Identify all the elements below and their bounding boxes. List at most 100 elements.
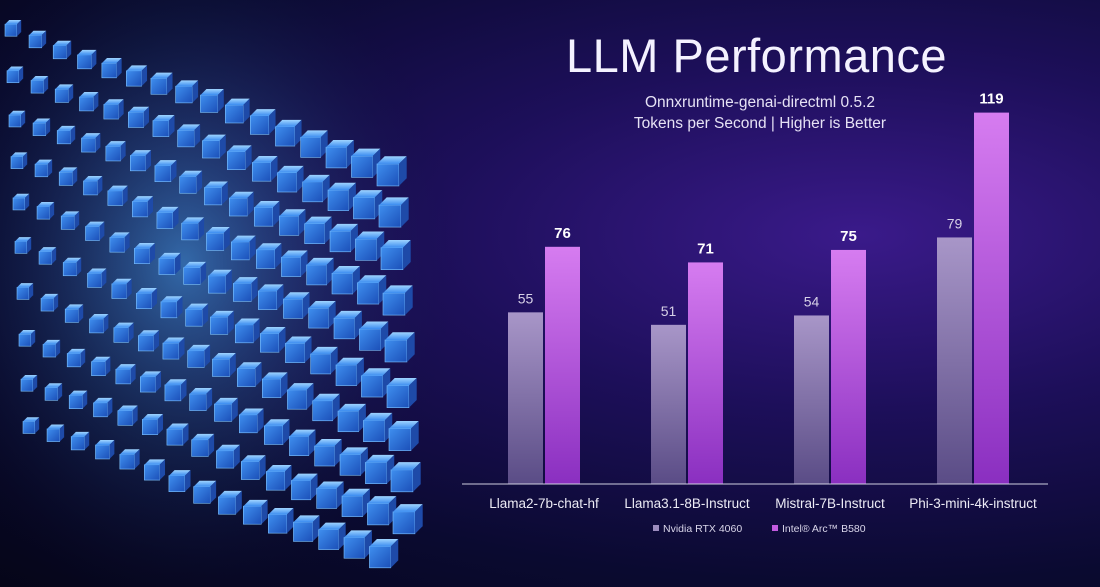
cube-top xyxy=(312,393,340,401)
cube-top xyxy=(113,322,134,328)
cube-side xyxy=(66,40,72,59)
cube-top xyxy=(138,330,160,336)
cube-top xyxy=(262,372,288,379)
legend-label-0: Nvidia RTX 4060 xyxy=(663,523,742,535)
cube-top xyxy=(69,390,88,396)
cube-side xyxy=(134,449,140,470)
cube-side xyxy=(93,92,99,111)
x-tick-label-0: Llama2-7b-chat-hf xyxy=(489,496,599,511)
cube-side xyxy=(312,515,320,542)
subtitle-line-1: Onnxruntime-genai-directml 0.5.2 xyxy=(644,94,876,111)
cube-side xyxy=(172,206,179,229)
cube-side xyxy=(223,226,230,251)
cube-top xyxy=(391,462,421,470)
cube-top xyxy=(206,226,230,234)
data-label-rtx-1: 51 xyxy=(661,303,677,319)
bar-rtx-0 xyxy=(508,312,543,484)
cube-top xyxy=(156,206,179,213)
cube-top xyxy=(31,75,49,81)
cube-top xyxy=(87,268,107,274)
cube-side xyxy=(68,84,74,103)
cube-side xyxy=(281,372,288,398)
cube-top xyxy=(45,383,63,388)
data-label-arc-1: 71 xyxy=(697,240,714,257)
cube-top xyxy=(357,275,387,283)
cube-top xyxy=(340,447,368,455)
bar-arc-0 xyxy=(545,246,580,484)
cube-top xyxy=(266,464,292,472)
cube-top xyxy=(130,150,152,156)
cube-side xyxy=(257,408,264,433)
cube-top xyxy=(361,368,391,376)
cube-side xyxy=(275,243,282,269)
legend-label-1: Intel® Arc™ B580 xyxy=(782,523,866,535)
cube-top xyxy=(336,357,364,365)
cube-top xyxy=(61,211,80,217)
cube-side xyxy=(308,429,316,456)
cube-top xyxy=(334,310,362,319)
cube-top xyxy=(191,433,215,440)
cube-side xyxy=(409,377,417,408)
cube-side xyxy=(407,332,415,362)
cube-top xyxy=(306,257,334,265)
cube-top xyxy=(166,423,189,430)
cube-top xyxy=(210,310,234,317)
cube-side xyxy=(180,379,187,401)
cube-side xyxy=(57,383,63,401)
cube-top xyxy=(59,167,78,173)
cube-side xyxy=(174,252,181,275)
cube-side xyxy=(35,417,40,434)
bar-arc-1 xyxy=(688,262,723,484)
cube-side xyxy=(25,193,30,210)
cube-side xyxy=(233,444,240,469)
data-label-rtx-2: 54 xyxy=(804,293,820,309)
cube-top xyxy=(385,332,415,340)
cube-top xyxy=(393,504,423,512)
cube-top xyxy=(181,217,205,224)
cube-side xyxy=(29,283,34,300)
cube-top xyxy=(381,240,411,248)
cube-top xyxy=(107,185,128,191)
cube-side xyxy=(17,20,22,37)
cube-side xyxy=(97,176,103,195)
cube-side xyxy=(99,221,105,241)
cube-top xyxy=(231,235,256,242)
cube-top xyxy=(268,507,294,515)
cube-side xyxy=(245,145,252,170)
cube-top xyxy=(162,337,185,344)
cube-side xyxy=(231,397,238,422)
chart-legend: Nvidia RTX 4060 Intel® Arc™ B580 xyxy=(653,523,866,535)
cube-side xyxy=(101,268,107,288)
cube-top xyxy=(29,30,47,36)
cube-top xyxy=(353,190,383,198)
cube-side xyxy=(208,433,215,457)
cube-top xyxy=(287,383,314,390)
cube-side xyxy=(103,313,109,333)
cube-top xyxy=(53,40,72,46)
cube-top xyxy=(200,89,224,96)
cube-top xyxy=(11,152,28,157)
x-tick-label-3: Phi-3-mini-4k-instruct xyxy=(909,496,1037,511)
cube-top xyxy=(316,481,344,489)
cube-side xyxy=(78,304,84,323)
cube-side xyxy=(300,250,308,277)
cube-side xyxy=(120,141,126,161)
cube-side xyxy=(401,197,409,228)
cube-side xyxy=(116,58,122,78)
x-tick-label-1: Llama3.1-8B-Instruct xyxy=(624,496,750,511)
cube-top xyxy=(126,65,148,71)
cube-side xyxy=(124,232,130,253)
cube-side xyxy=(206,388,213,411)
cube-side xyxy=(196,170,203,194)
cube-top xyxy=(95,440,115,445)
cube-side xyxy=(217,89,224,113)
cube-top xyxy=(332,266,360,274)
bar-arc-2 xyxy=(831,249,866,484)
cube-top xyxy=(13,193,30,198)
cube-side xyxy=(210,480,217,504)
cube-top xyxy=(216,444,240,451)
cube-side xyxy=(143,106,150,128)
cube-top xyxy=(293,515,320,523)
cube-top xyxy=(63,257,82,263)
cube-side xyxy=(155,371,162,393)
